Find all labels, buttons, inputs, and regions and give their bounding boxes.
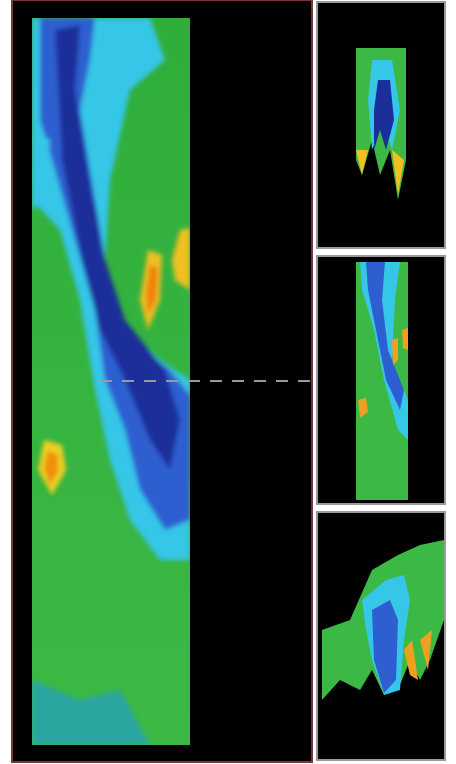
mini-map	[356, 262, 408, 500]
viewer	[0, 0, 456, 764]
page: (() => { const data = JSON.parse(documen…	[0, 0, 456, 764]
